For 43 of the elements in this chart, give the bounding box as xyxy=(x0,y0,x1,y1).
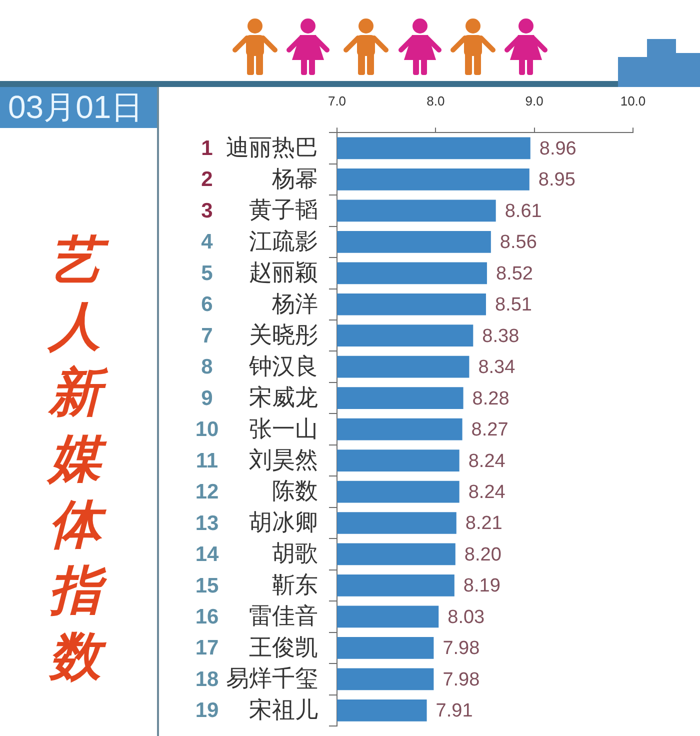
category-label: 8 钟汉良 xyxy=(201,354,318,380)
y-tick-label: 1 迪丽热巴 xyxy=(201,135,318,162)
x-tick-label: 8.0 xyxy=(426,93,445,108)
category-label: 19 宋祖儿 xyxy=(195,697,318,724)
text: 03月01日 xyxy=(8,88,144,127)
data-label: 8.28 xyxy=(472,388,510,410)
data-label: 8.95 xyxy=(538,170,576,191)
data-label: 8.20 xyxy=(464,544,502,566)
data-label: 8.38 xyxy=(482,326,520,347)
data-label: 8.24 xyxy=(468,450,506,472)
data-label: 8.24 xyxy=(468,482,506,503)
category-label: 4 江疏影 xyxy=(201,228,318,255)
y-tick-label: 18 易烊千玺 xyxy=(195,666,318,692)
data-label: 8.96 xyxy=(539,138,576,160)
category-label: 11 刘昊然 xyxy=(196,448,318,474)
category-label: 2 杨幂 xyxy=(201,166,318,192)
category-label: 14 胡歌 xyxy=(195,541,318,568)
data-label: 7.98 xyxy=(442,669,480,690)
data-label: 8.19 xyxy=(463,576,500,597)
category-label: 10 张一山 xyxy=(195,416,318,442)
category-label: 15 靳东 xyxy=(195,572,318,598)
data-label: 8.61 xyxy=(504,200,542,222)
data-label: 8.51 xyxy=(494,294,532,316)
data-label: 8.52 xyxy=(496,263,533,284)
category-label: 12 陈数 xyxy=(195,478,318,505)
category-label: 13 胡冰卿 xyxy=(195,510,318,536)
data-label: 8.34 xyxy=(478,357,516,378)
data-label: 8.03 xyxy=(448,606,485,628)
x-tick-label: 9.0 xyxy=(525,93,544,108)
category-label: 7 关晓彤 xyxy=(201,322,318,349)
data-label: 7.98 xyxy=(442,638,480,660)
category-label: 6 杨洋 xyxy=(201,291,318,318)
data-label: 7.91 xyxy=(436,700,473,722)
data-label: 8.56 xyxy=(500,232,537,254)
data-label: 8.21 xyxy=(465,513,502,534)
x-tick-label: 7.0 xyxy=(328,93,346,108)
x-tick-label: 10.0 xyxy=(620,93,646,108)
category-label: 3 黄子韬 xyxy=(201,198,318,224)
category-label: 16 雷佳音 xyxy=(195,604,318,630)
category-label: 17 王俊凯 xyxy=(195,634,318,661)
category-label: 5 赵丽颖 xyxy=(201,260,318,286)
data-label: 8.27 xyxy=(471,420,508,441)
category-label: 9 宋威龙 xyxy=(201,385,318,412)
